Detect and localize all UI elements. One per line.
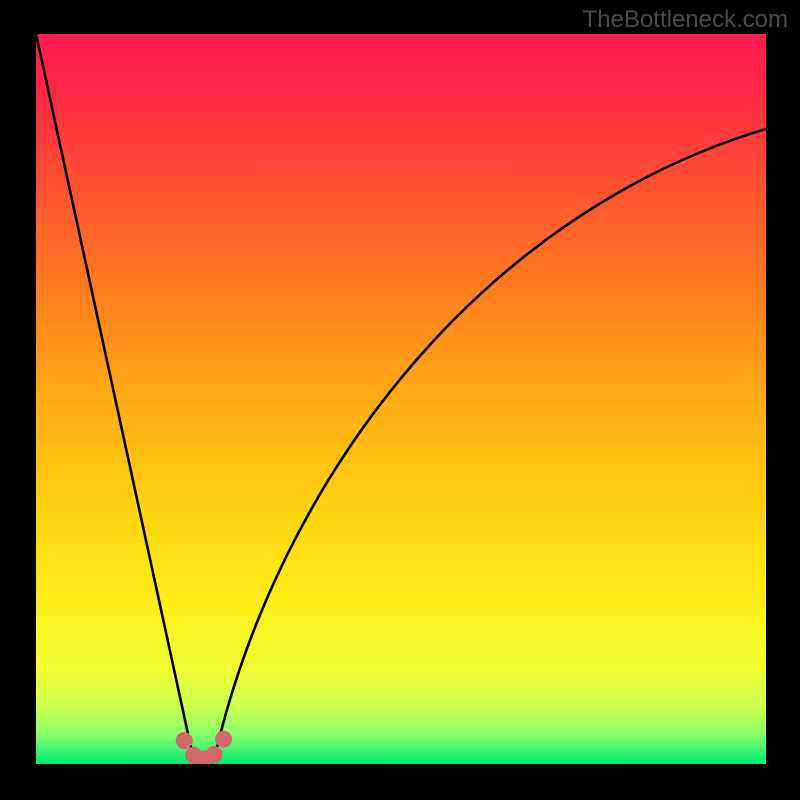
curve-marker: [206, 746, 223, 763]
chart-background: [36, 34, 766, 764]
curve-marker: [215, 731, 232, 748]
curve-marker: [176, 732, 193, 749]
attribution-label: TheBottleneck.com: [583, 6, 788, 34]
chart-stage: TheBottleneck.com: [0, 0, 800, 800]
bottleneck-curve-chart: [36, 34, 766, 764]
